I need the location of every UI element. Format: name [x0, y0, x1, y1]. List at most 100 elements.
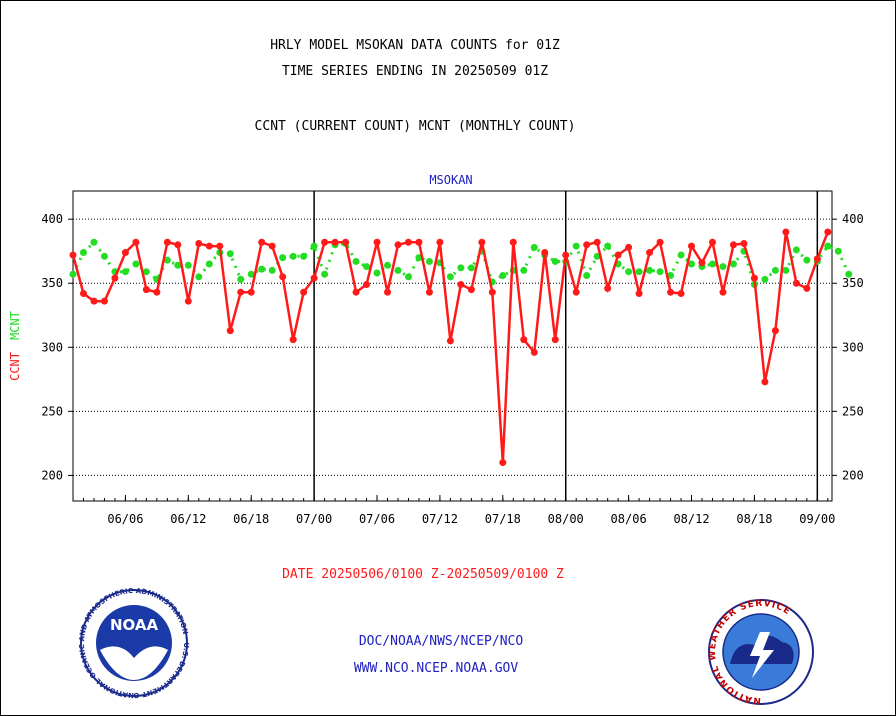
y-tick-label-right: 400 — [842, 212, 864, 226]
data-point-mcnt — [719, 263, 727, 271]
data-point-mcnt — [247, 270, 255, 278]
data-point-ccnt — [321, 238, 329, 246]
data-point-ccnt — [499, 459, 507, 467]
x-tick-label: 09/00 — [799, 512, 835, 526]
data-point-mcnt — [142, 268, 150, 276]
y-tick-label: 250 — [41, 404, 63, 418]
ylabel-ccnt: CCNT — [8, 352, 22, 381]
footer-org-path: DOC/NOAA/NWS/NCEP/NCO — [359, 634, 524, 649]
data-point-ccnt — [824, 228, 832, 236]
y-ticks: 200 200 250 250 300 300 350 350 400 400 — [41, 212, 863, 482]
chart-title-line2: TIME SERIES ENDING IN 20250509 01Z — [281, 64, 549, 79]
data-point-mcnt — [373, 269, 381, 277]
data-point-ccnt — [698, 259, 706, 267]
data-point-mcnt — [824, 242, 832, 250]
data-point-ccnt — [163, 238, 171, 246]
x-tick-label: 06/18 — [233, 512, 269, 526]
data-point-ccnt — [635, 289, 643, 297]
data-point-mcnt — [688, 260, 696, 268]
data-point-ccnt — [593, 238, 601, 246]
data-point-mcnt — [300, 252, 308, 260]
data-point-mcnt — [520, 266, 528, 274]
data-point-ccnt — [520, 336, 528, 344]
data-point-mcnt — [845, 270, 853, 278]
data-point-ccnt — [625, 243, 633, 251]
y-tick-label: 400 — [41, 212, 63, 226]
data-point-ccnt — [69, 251, 77, 259]
data-point-ccnt — [237, 288, 245, 296]
data-point-mcnt — [677, 251, 685, 259]
footer-website: WWW.NCO.NCEP.NOAA.GOV — [354, 661, 519, 676]
data-point-mcnt — [226, 250, 234, 258]
data-point-ccnt — [446, 337, 454, 345]
data-point-mcnt — [604, 242, 612, 250]
data-point-ccnt — [342, 238, 350, 246]
data-point-ccnt — [121, 248, 129, 256]
data-point-ccnt — [331, 238, 339, 246]
data-point-ccnt — [363, 281, 371, 289]
data-point-ccnt — [467, 286, 475, 294]
data-point-ccnt — [132, 238, 140, 246]
data-point-mcnt — [572, 242, 580, 250]
data-point-ccnt — [750, 274, 758, 282]
y-tick-label: 350 — [41, 276, 63, 290]
y-tick-label: 200 — [41, 468, 63, 482]
data-point-ccnt — [226, 327, 234, 335]
data-point-mcnt — [258, 265, 266, 273]
data-point-mcnt — [771, 266, 779, 274]
data-point-ccnt — [656, 238, 664, 246]
data-point-mcnt — [782, 266, 790, 274]
data-point-ccnt — [216, 242, 224, 250]
series — [69, 228, 853, 467]
y-tick-label: 300 — [41, 340, 63, 354]
data-point-mcnt — [583, 272, 591, 280]
data-point-ccnt — [153, 288, 161, 296]
data-point-ccnt — [184, 297, 192, 305]
data-point-mcnt — [635, 268, 643, 276]
data-point-ccnt — [205, 242, 213, 250]
x-ticks: 06/06 06/12 06/18 07/00 07/06 07/12 07/18 08/00… — [82, 495, 835, 526]
data-point-ccnt — [719, 288, 727, 296]
data-point-ccnt — [813, 255, 821, 263]
data-point-mcnt — [384, 261, 392, 269]
data-point-mcnt — [268, 266, 276, 274]
data-point-ccnt — [174, 241, 182, 249]
data-point-ccnt — [729, 241, 737, 249]
data-point-mcnt — [174, 261, 182, 269]
data-point-ccnt — [530, 348, 538, 356]
data-point-ccnt — [300, 288, 308, 296]
data-point-ccnt — [195, 240, 203, 248]
x-tick-label: 08/18 — [736, 512, 772, 526]
data-point-ccnt — [384, 288, 392, 296]
data-point-mcnt — [352, 257, 360, 265]
data-point-mcnt — [834, 247, 842, 255]
data-point-ccnt — [90, 297, 98, 305]
data-point-mcnt — [467, 264, 475, 272]
data-point-mcnt — [163, 256, 171, 264]
data-point-ccnt — [247, 288, 255, 296]
data-point-ccnt — [541, 248, 549, 256]
data-point-mcnt — [394, 266, 402, 274]
data-point-mcnt — [803, 256, 811, 264]
data-point-ccnt — [509, 238, 517, 246]
data-point-mcnt — [69, 270, 77, 278]
data-point-ccnt — [771, 327, 779, 335]
data-point-ccnt — [740, 240, 748, 248]
data-point-ccnt — [761, 378, 769, 386]
noaa-logo-text: NOAA — [110, 616, 159, 634]
data-point-mcnt — [363, 263, 371, 271]
station-label: MSOKAN — [429, 173, 472, 187]
data-point-ccnt — [708, 238, 716, 246]
data-point-ccnt — [604, 284, 612, 292]
chart-title-line3: CCNT (CURRENT COUNT) MCNT (MONTHLY COUNT… — [254, 119, 576, 134]
data-point-ccnt — [258, 238, 266, 246]
data-point-mcnt — [646, 266, 654, 274]
data-point-ccnt — [352, 288, 360, 296]
data-point-ccnt — [268, 242, 276, 250]
data-point-mcnt — [530, 243, 538, 251]
data-point-ccnt — [688, 242, 696, 250]
data-point-ccnt — [415, 238, 423, 246]
data-point-ccnt — [478, 238, 486, 246]
data-point-mcnt — [279, 254, 287, 262]
nws-logo: NATIONAL WEATHER SERVICE — [708, 599, 814, 705]
